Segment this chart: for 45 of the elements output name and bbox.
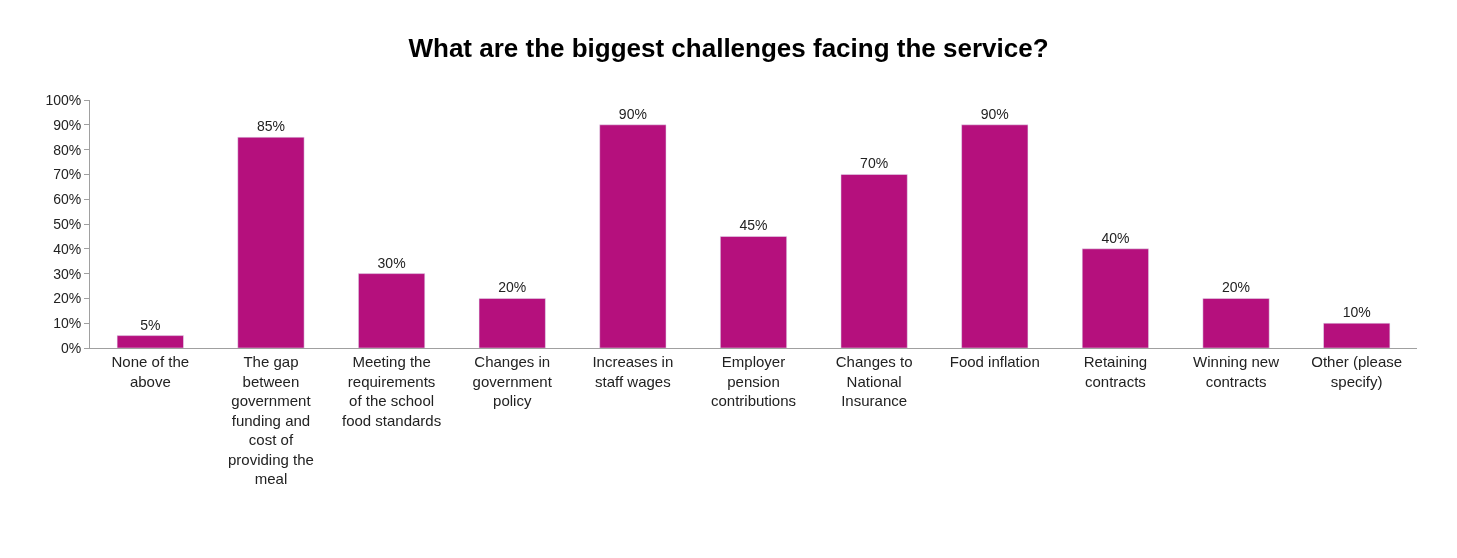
data-label: 5% <box>140 316 161 333</box>
data-label: 20% <box>498 279 527 296</box>
bar <box>358 273 426 348</box>
x-tick-label: Changes in government policy <box>472 353 553 409</box>
bar <box>237 136 305 348</box>
x-tick-label: None of the above <box>111 353 190 390</box>
y-tick-label: 50% <box>53 215 82 232</box>
data-label: 30% <box>377 254 406 271</box>
bar <box>1081 248 1149 348</box>
data-label: 40% <box>1101 229 1130 246</box>
x-tick-label: Meeting the requirements of the school food standards <box>341 353 442 429</box>
bar <box>599 124 667 348</box>
x-tick-label: Retaining contracts <box>1083 353 1148 390</box>
x-tick-label: Increases in staff wages <box>592 353 674 390</box>
x-tick-label: Winning new contracts <box>1193 353 1280 390</box>
y-tick-label: 90% <box>53 116 82 133</box>
y-tick-label: 60% <box>53 191 82 208</box>
bar <box>840 174 908 348</box>
bar <box>478 298 546 348</box>
bar <box>1323 322 1391 348</box>
bar <box>961 124 1029 348</box>
x-tick-label: The gap between government funding and cost of providing the meal <box>228 353 314 487</box>
y-tick-label: 0% <box>60 339 82 356</box>
chart-title: What are the biggest challenges facing the service? <box>408 33 1049 64</box>
y-tick-label: 100% <box>45 91 82 108</box>
y-tick-label: 20% <box>53 290 82 307</box>
y-tick-label: 10% <box>53 315 82 332</box>
data-label: 20% <box>1222 279 1251 296</box>
data-label: 85% <box>256 118 285 135</box>
bar <box>1202 298 1270 348</box>
y-tick-label: 40% <box>53 240 82 257</box>
x-tick-label: Employer pension contributions <box>710 353 797 409</box>
y-tick-label: 80% <box>53 141 82 158</box>
y-tick-label: 30% <box>53 265 82 282</box>
data-label: 70% <box>860 155 889 172</box>
bar <box>720 236 787 348</box>
x-tick-label: Other (please specify) <box>1311 353 1403 390</box>
y-tick-label: 70% <box>53 166 82 183</box>
bar <box>116 335 184 348</box>
data-label: 10% <box>1342 304 1371 321</box>
data-label: 90% <box>980 105 1009 122</box>
data-label: 45% <box>739 217 768 234</box>
data-label: 90% <box>618 105 647 122</box>
x-tick-label: Food inflation <box>949 353 1040 370</box>
x-tick-label: Changes to National Insurance <box>835 353 913 409</box>
